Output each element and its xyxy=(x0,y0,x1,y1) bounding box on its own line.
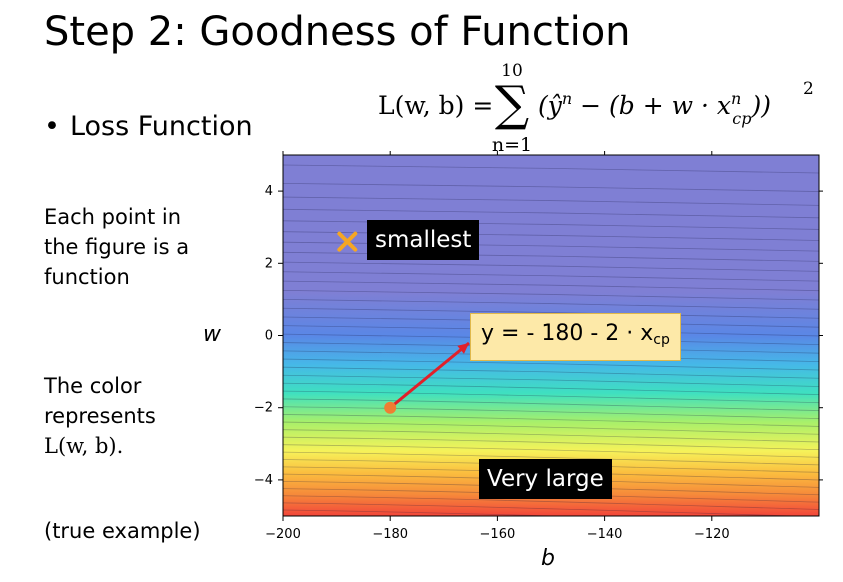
contour-line xyxy=(283,366,819,379)
sigma-icon: ∑ xyxy=(495,76,529,132)
contour-line xyxy=(283,164,819,174)
formula-sum-upper: 10 xyxy=(501,61,523,81)
y-tick-label: 2 xyxy=(265,256,273,271)
y-tick-label: 0 xyxy=(265,329,273,344)
plot-marks xyxy=(337,231,470,414)
contour-line xyxy=(283,208,819,219)
slide-title: Step 2: Goodness of Function xyxy=(44,9,631,55)
contour-line xyxy=(283,451,819,466)
contour-lines xyxy=(283,164,819,516)
very-large-label: Very large xyxy=(479,459,612,499)
contour-line xyxy=(283,280,819,292)
color-line-2: represents xyxy=(44,404,156,428)
formula-lhs: L(w, b) = xyxy=(378,91,493,120)
x-axis-label: b xyxy=(541,546,555,571)
contour-line xyxy=(283,298,819,310)
x-tick-label: −140 xyxy=(587,527,623,542)
smallest-marker-icon xyxy=(337,231,358,252)
function-label-sub: cp xyxy=(653,332,670,348)
contour-line xyxy=(283,289,819,301)
contour-line xyxy=(283,406,819,419)
bullet-text: Loss Function xyxy=(69,111,253,142)
true-example-note: (true example) xyxy=(44,516,201,546)
y-tick-label: 4 xyxy=(265,184,273,199)
bullet-loss-function: • Loss Function xyxy=(44,110,253,144)
formula-power: 2 xyxy=(803,79,814,99)
loss-formula: L(w, b) = 10 ∑ n=1 (ŷn − (b + w · xn cp))… xyxy=(378,58,818,158)
contour-line xyxy=(283,414,819,427)
formula-sum-lower: n=1 xyxy=(492,134,532,156)
arrow-line xyxy=(389,341,470,409)
contour-line xyxy=(283,241,819,252)
bullet-dot: • xyxy=(44,111,60,142)
description-text: Each point in the figure is a function xyxy=(44,202,189,292)
contour-line xyxy=(283,220,819,230)
x-tick-label: −160 xyxy=(480,527,516,542)
contour-line xyxy=(283,374,819,387)
contour-line xyxy=(283,444,819,458)
true-example-label: (true example) xyxy=(44,519,201,543)
y-axis-label: w xyxy=(203,322,221,347)
color-formula: L(w, b). xyxy=(44,434,124,458)
x-tick-label: −120 xyxy=(694,527,730,542)
function-point-marker xyxy=(384,401,397,414)
contour-line xyxy=(283,358,819,371)
y-axis-ticks: 4 2 0 −2 −4 xyxy=(254,184,823,488)
contour-line xyxy=(283,390,819,404)
contour-line xyxy=(283,261,819,272)
contour-line xyxy=(283,495,819,510)
y-tick-label: −2 xyxy=(254,401,273,416)
contour-line xyxy=(283,183,819,192)
contour-line xyxy=(283,271,819,282)
desc-line-2: the figure is a xyxy=(44,235,190,259)
desc-line-1: Each point in xyxy=(44,205,182,229)
formula-body: (ŷn − (b + w · xn cp)) xyxy=(538,89,771,128)
color-line-1: The color xyxy=(44,374,142,398)
contour-line xyxy=(283,429,819,443)
x-tick-label: −200 xyxy=(265,527,301,542)
contour-line xyxy=(283,398,819,412)
function-label: y = - 180 - 2 · xcp xyxy=(470,313,681,361)
contour-line xyxy=(283,421,819,435)
smallest-label: smallest xyxy=(367,220,480,260)
function-label-main: y = - 180 - 2 · x xyxy=(481,321,654,346)
x-tick-label: −180 xyxy=(372,527,408,542)
desc-line-3: function xyxy=(44,265,130,289)
contour-line xyxy=(283,307,819,319)
contour-line xyxy=(283,251,819,262)
contour-line xyxy=(283,231,819,241)
color-explanation: The color represents L(w, b). xyxy=(44,371,156,461)
contour-line xyxy=(283,196,819,206)
contour-line xyxy=(283,382,819,396)
x-axis-ticks: −200 −180 −160 −140 −120 xyxy=(265,151,730,542)
y-tick-label: −4 xyxy=(254,473,273,488)
contour-line xyxy=(283,436,819,451)
arrow-head-icon xyxy=(457,343,469,354)
contour-line xyxy=(283,502,808,516)
